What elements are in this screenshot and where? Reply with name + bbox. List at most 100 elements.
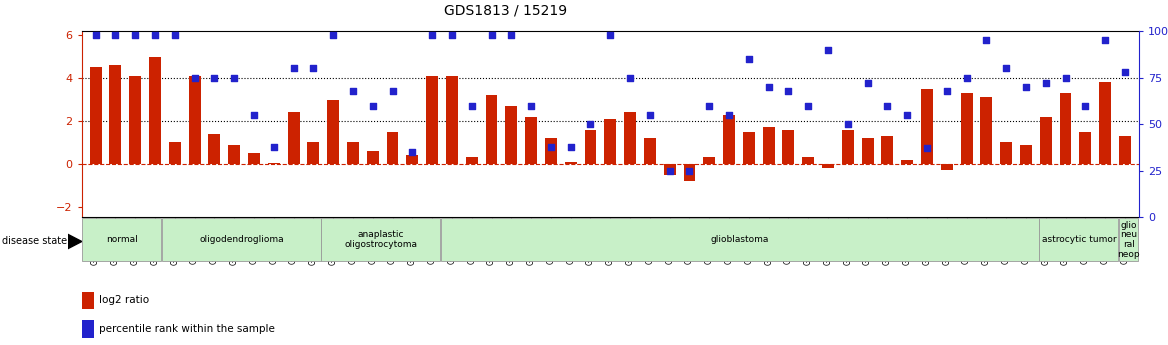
Point [1096, 38, 1114, 43]
Bar [922, 89, 933, 164]
Point [562, 144, 580, 149]
Bar [307, 142, 319, 164]
Bar [644, 138, 655, 164]
Bar [723, 115, 735, 164]
Bar [743, 132, 755, 164]
Point [423, 32, 442, 38]
Bar [980, 97, 993, 164]
Bar [287, 112, 299, 164]
Point [106, 32, 125, 38]
Point [284, 66, 303, 71]
Bar [783, 130, 794, 164]
Bar [426, 76, 438, 164]
Bar [1040, 218, 1119, 261]
Text: percentile rank within the sample: percentile rank within the sample [99, 324, 276, 334]
Point [660, 168, 679, 174]
Bar [1040, 117, 1051, 164]
Text: normal: normal [106, 235, 138, 244]
Bar [842, 130, 854, 164]
Point [1115, 69, 1134, 75]
Bar [545, 138, 557, 164]
Point [206, 75, 224, 80]
Point [126, 32, 145, 38]
Text: anaplastic
oligostrocytoma: anaplastic oligostrocytoma [345, 230, 417, 249]
Text: GDS1813 / 15219: GDS1813 / 15219 [444, 3, 566, 18]
Point [839, 121, 857, 127]
Text: disease state: disease state [2, 237, 68, 246]
Point [898, 112, 917, 118]
Point [1036, 80, 1055, 86]
Bar [565, 162, 577, 164]
Point [343, 88, 362, 93]
Point [858, 80, 877, 86]
Point [166, 32, 185, 38]
Point [779, 88, 798, 93]
Bar [90, 68, 102, 164]
Bar [169, 142, 181, 164]
Point [244, 112, 263, 118]
Bar [526, 117, 537, 164]
Point [1076, 103, 1094, 108]
Point [522, 103, 541, 108]
Point [958, 75, 976, 80]
Bar [347, 142, 359, 164]
Bar [1079, 132, 1091, 164]
Bar [228, 145, 241, 164]
Bar [663, 164, 675, 175]
Text: astrocytic tumor: astrocytic tumor [1042, 235, 1117, 244]
Point [938, 88, 957, 93]
Bar [466, 157, 478, 164]
Bar [387, 132, 398, 164]
Bar [442, 218, 1038, 261]
Bar [1059, 93, 1071, 164]
Point [582, 121, 600, 127]
Point [620, 75, 639, 80]
Text: log2 ratio: log2 ratio [99, 295, 150, 305]
Point [403, 149, 422, 155]
Bar [506, 106, 517, 164]
Point [996, 66, 1015, 71]
Bar [1020, 145, 1031, 164]
Bar [150, 57, 161, 164]
Bar [82, 320, 95, 337]
Point [363, 103, 382, 108]
Bar [604, 119, 617, 164]
Text: oligodendroglioma: oligodendroglioma [199, 235, 284, 244]
Bar [584, 130, 597, 164]
Point [739, 56, 758, 62]
Point [443, 32, 461, 38]
Bar [960, 93, 973, 164]
Point [224, 75, 243, 80]
Bar [189, 76, 201, 164]
Point [186, 75, 204, 80]
Bar [902, 159, 913, 164]
Bar [327, 100, 339, 164]
Text: glioblastoma: glioblastoma [711, 235, 769, 244]
Bar [130, 76, 141, 164]
Bar [624, 112, 637, 164]
Point [640, 112, 659, 118]
Bar [1119, 136, 1131, 164]
Point [304, 66, 322, 71]
Point [1016, 84, 1035, 90]
Bar [703, 157, 715, 164]
Point [680, 168, 698, 174]
Point [978, 38, 996, 43]
Point [324, 32, 342, 38]
Point [86, 32, 105, 38]
Bar [267, 163, 279, 164]
Point [799, 103, 818, 108]
Bar [862, 138, 874, 164]
Bar [822, 164, 834, 168]
Point [264, 144, 283, 149]
Point [602, 32, 620, 38]
Point [502, 32, 521, 38]
Bar [1099, 82, 1111, 164]
Bar [208, 134, 221, 164]
Bar [82, 218, 161, 261]
Bar [321, 218, 440, 261]
Bar [162, 218, 321, 261]
Bar [367, 151, 378, 164]
Point [759, 84, 778, 90]
Bar [683, 164, 695, 181]
